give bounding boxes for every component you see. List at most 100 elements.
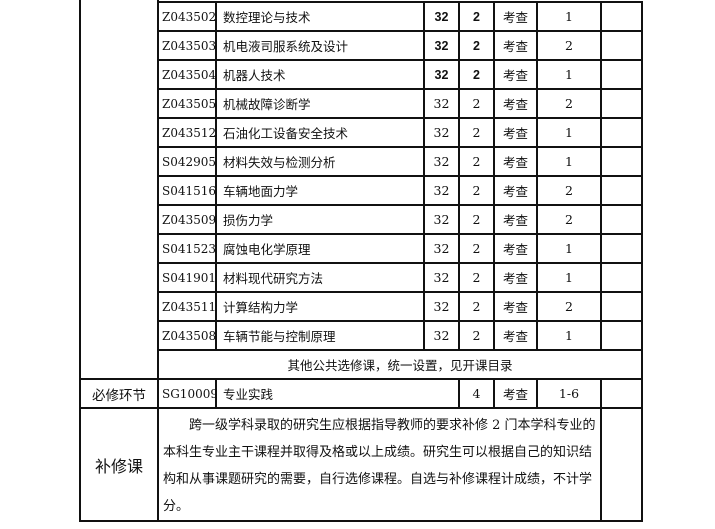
course-exam-type: 考查 [493,233,538,264]
course-row: Z043512 石油化工设备安全技术 32 2 考查 1 [80,117,644,148]
course-semester: 1 [536,233,602,264]
course-code: Z043503 [157,30,217,61]
course-row: Z043509 损伤力学 32 2 考查 2 [80,204,644,235]
course-row: S041523 腐蚀电化学原理 32 2 考查 1 [80,233,644,264]
curriculum-table: Z043502 数控理论与技术 32 2 考查 1 Z043503 机电液司服系统及设计 32 2… [79,0,644,522]
course-semester: 1 [536,320,602,351]
empty-cell [599,378,644,409]
course-row: Z043504 机器人技术 32 2 考查 1 [80,59,644,90]
course-hours: 32 [423,175,460,206]
course-credits: 2 [458,146,495,177]
empty-cell [599,146,644,177]
required-semester: 1-6 [536,378,602,409]
course-exam-type: 考查 [493,1,538,32]
course-exam-type: 考查 [493,117,538,148]
course-credits: 2 [458,233,495,264]
course-code: Z043512 [157,117,217,148]
course-credits: 2 [458,291,495,322]
course-name: 腐蚀电化学原理 [215,233,425,264]
course-credits: 2 [458,117,495,148]
course-credits: 2 [458,88,495,119]
course-exam-type: 考查 [493,175,538,206]
course-semester: 2 [536,30,602,61]
course-name: 材料失效与检测分析 [215,146,425,177]
course-name: 机电液司服系统及设计 [215,30,425,61]
course-hours: 32 [423,117,460,148]
required-code: SG10009 [157,378,217,409]
remedial-category: 补修课 [79,407,159,522]
empty-cell [599,30,644,61]
course-code: Z043505 [157,88,217,119]
course-semester: 1 [536,59,602,90]
course-code: Z043509 [157,204,217,235]
required-name: 专业实践 [215,378,460,409]
course-name: 计算结构力学 [215,291,425,322]
course-semester: 1 [536,1,602,32]
course-name: 车辆地面力学 [215,175,425,206]
course-exam-type: 考查 [493,204,538,235]
course-credits: 2 [458,30,495,61]
remedial-text: 跨一级学科录取的研究生应根据指导教师的要求补修 2 门本学科专业的本科生专业主干… [157,407,602,522]
empty-cell [599,117,644,148]
course-name: 数控理论与技术 [215,1,425,32]
course-semester: 1 [536,146,602,177]
public-electives-note: 其他公共选修课，统一设置，见开课目录 [156,349,644,380]
course-row: S041901 材料现代研究方法 32 2 考查 1 [80,262,644,293]
course-code: Z043504 [157,59,217,90]
course-exam-type: 考查 [493,320,538,351]
course-row: Z043508 车辆节能与控制原理 32 2 考查 1 [80,320,644,351]
empty-cell [599,233,644,264]
course-row: Z043502 数控理论与技术 32 2 考查 1 [80,1,644,32]
course-semester: 1 [536,262,602,293]
course-hours: 32 [423,204,460,235]
course-hours: 32 [423,1,460,32]
course-row: Z043503 机电液司服系统及设计 32 2 考查 2 [80,30,644,61]
course-name: 机械故障诊断学 [215,88,425,119]
course-row: Z043511 计算结构力学 32 2 考查 2 [80,291,644,322]
course-row: S042905 材料失效与检测分析 32 2 考查 1 [80,146,644,177]
course-hours: 32 [423,30,460,61]
course-hours: 32 [423,291,460,322]
course-semester: 2 [536,175,602,206]
course-exam-type: 考查 [493,30,538,61]
course-credits: 2 [458,175,495,206]
course-semester: 2 [536,291,602,322]
course-code: Z043511 [157,291,217,322]
course-hours: 32 [423,59,460,90]
empty-cell [599,88,644,119]
required-row: 必修环节 SG10009 专业实践 4 考查 1-6 [79,378,644,409]
course-row: S041516 车辆地面力学 32 2 考查 2 [80,175,644,206]
course-hours: 32 [423,146,460,177]
course-semester: 1 [536,117,602,148]
empty-cell [599,175,644,206]
remedial-row: 补修课 跨一级学科录取的研究生应根据指导教师的要求补修 2 门本学科专业的本科生… [79,407,644,522]
course-credits: 2 [458,320,495,351]
category-cell-elective [79,0,159,380]
empty-cell [599,59,644,90]
course-credits: 2 [458,59,495,90]
required-exam-type: 考查 [493,378,538,409]
course-code: S041901 [157,262,217,293]
course-credits: 2 [458,1,495,32]
required-category: 必修环节 [79,378,159,409]
course-hours: 32 [423,233,460,264]
course-hours: 32 [423,262,460,293]
course-name: 损伤力学 [215,204,425,235]
course-credits: 2 [458,262,495,293]
course-hours: 32 [423,88,460,119]
course-name: 材料现代研究方法 [215,262,425,293]
course-row: Z043505 机械故障诊断学 32 2 考查 2 [80,88,644,119]
course-code: Z043508 [157,320,217,351]
course-code: S041523 [157,233,217,264]
empty-cell [599,1,644,32]
course-name: 车辆节能与控制原理 [215,320,425,351]
empty-cell [599,204,644,235]
course-semester: 2 [536,204,602,235]
course-hours: 32 [423,320,460,351]
empty-cell [599,291,644,322]
course-semester: 2 [536,88,602,119]
course-exam-type: 考查 [493,88,538,119]
course-exam-type: 考查 [493,291,538,322]
course-code: Z043502 [157,1,217,32]
empty-cell [599,320,644,351]
